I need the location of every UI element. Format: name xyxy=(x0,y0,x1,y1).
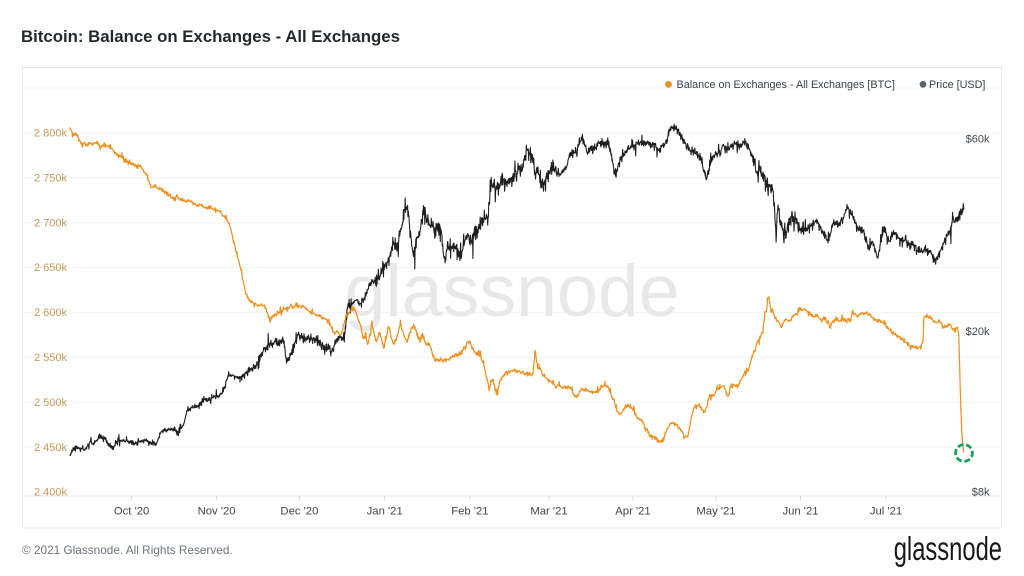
svg-text:Oct '20: Oct '20 xyxy=(114,506,149,518)
svg-text:Feb '21: Feb '21 xyxy=(451,506,488,518)
svg-text:2 450k: 2 450k xyxy=(34,442,68,454)
svg-text:© 2021 Glassnode. All Rights R: © 2021 Glassnode. All Rights Reserved. xyxy=(22,543,233,557)
svg-text:2 650k: 2 650k xyxy=(34,262,68,274)
svg-text:$60k: $60k xyxy=(966,134,990,146)
svg-text:Balance on Exchanges - All Exc: Balance on Exchanges - All Exchanges [BT… xyxy=(677,79,895,91)
svg-text:glassnode: glassnode xyxy=(894,531,1002,568)
svg-text:glassnode: glassnode xyxy=(345,249,680,332)
svg-text:2 700k: 2 700k xyxy=(34,217,68,229)
svg-text:$8k: $8k xyxy=(972,487,990,499)
svg-text:2 550k: 2 550k xyxy=(34,352,68,364)
svg-text:Apr '21: Apr '21 xyxy=(615,506,650,518)
svg-text:2 750k: 2 750k xyxy=(34,173,68,185)
svg-text:Jul '21: Jul '21 xyxy=(870,506,902,518)
svg-text:Bitcoin: Balance on Exchanges: Bitcoin: Balance on Exchanges - All Exch… xyxy=(21,27,400,46)
svg-text:Jun '21: Jun '21 xyxy=(782,506,818,518)
svg-text:Nov '20: Nov '20 xyxy=(198,506,236,518)
svg-text:2 800k: 2 800k xyxy=(34,128,68,140)
svg-text:2 500k: 2 500k xyxy=(34,397,68,409)
svg-text:Mar '21: Mar '21 xyxy=(530,506,567,518)
svg-text:2 400k: 2 400k xyxy=(34,487,68,499)
svg-text:Price [USD]: Price [USD] xyxy=(929,79,985,91)
svg-text:May '21: May '21 xyxy=(696,506,735,518)
svg-text:$20k: $20k xyxy=(966,326,990,338)
svg-text:2 600k: 2 600k xyxy=(34,307,68,319)
svg-text:Jan '21: Jan '21 xyxy=(367,506,403,518)
svg-text:Dec '20: Dec '20 xyxy=(280,506,318,518)
